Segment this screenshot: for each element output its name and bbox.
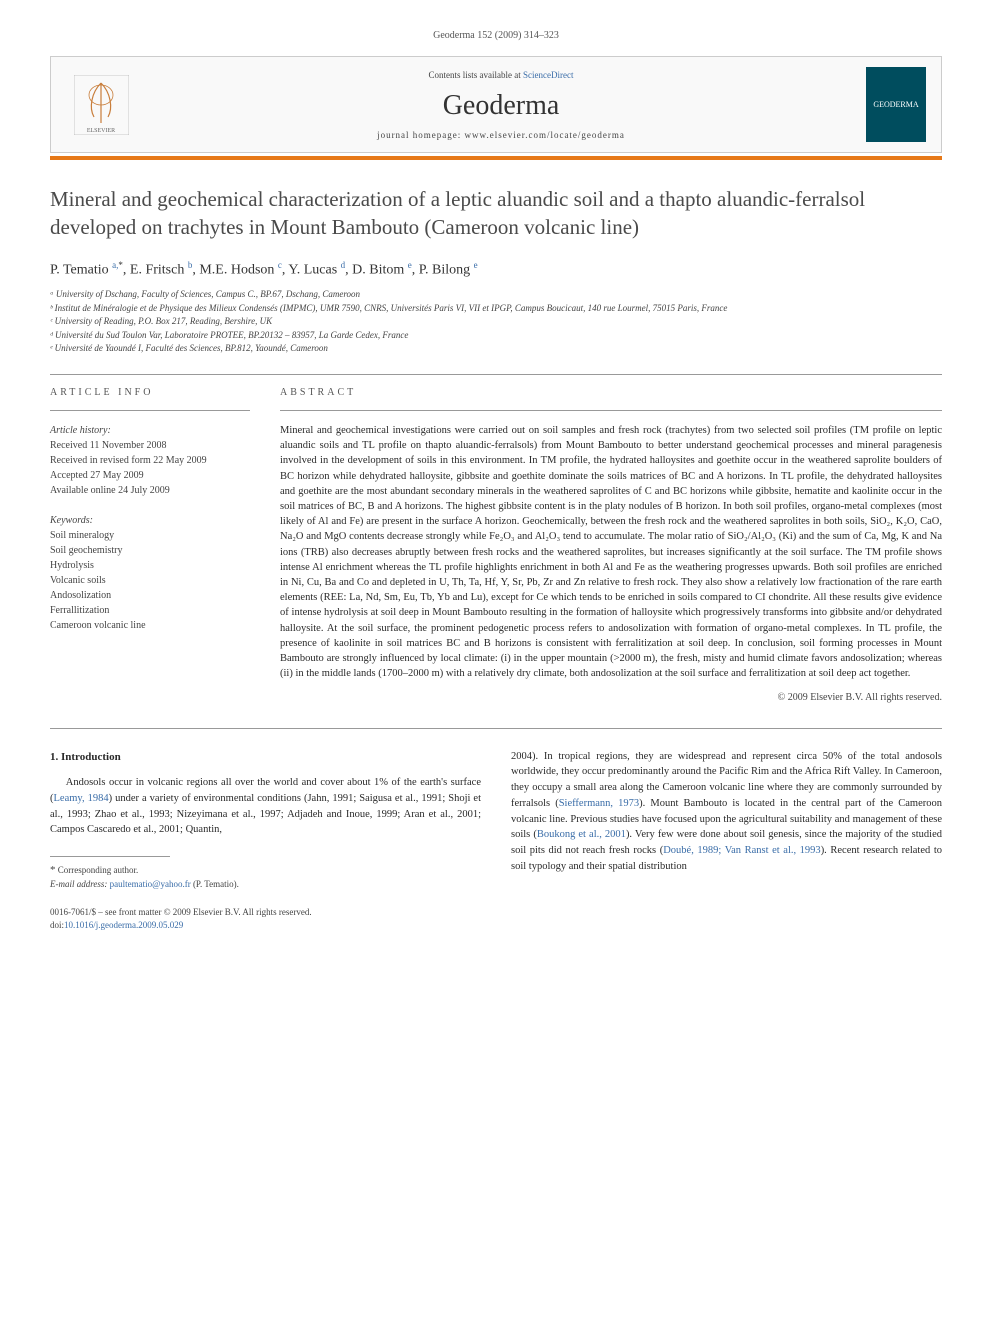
history-line: Available online 24 July 2009 bbox=[50, 483, 250, 498]
article-title: Mineral and geochemical characterization… bbox=[50, 185, 942, 242]
email-label: E-mail address: bbox=[50, 879, 107, 889]
affiliation-line: ᵇ Institut de Minéralogie et de Physique… bbox=[50, 302, 942, 316]
abstract-copyright: © 2009 Elsevier B.V. All rights reserved… bbox=[280, 692, 942, 703]
journal-name: Geoderma bbox=[136, 90, 866, 122]
email-suffix: (P. Tematio). bbox=[193, 879, 239, 889]
keyword-line: Soil geochemistry bbox=[50, 543, 250, 558]
footnote-separator bbox=[50, 856, 170, 857]
corresponding-label: Corresponding author. bbox=[58, 865, 139, 875]
front-matter-block: 0016-7061/$ – see front matter © 2009 El… bbox=[50, 906, 481, 931]
contents-available-line: Contents lists available at ScienceDirec… bbox=[136, 70, 866, 80]
hr-divider bbox=[280, 410, 942, 411]
affiliation-line: ᵃ University of Dschang, Faculty of Scie… bbox=[50, 288, 942, 302]
doi-prefix: doi: bbox=[50, 920, 64, 930]
svg-text:ELSEVIER: ELSEVIER bbox=[86, 128, 114, 134]
orange-divider-bar bbox=[50, 156, 942, 160]
keyword-line: Cameroon volcanic line bbox=[50, 618, 250, 633]
hr-divider bbox=[50, 410, 250, 411]
elsevier-tree-icon: ELSEVIER bbox=[74, 75, 129, 135]
hr-divider bbox=[50, 728, 942, 729]
hr-divider bbox=[50, 374, 942, 375]
author-email-link[interactable]: paultematio@yahoo.fr bbox=[110, 879, 191, 889]
keyword-line: Hydrolysis bbox=[50, 558, 250, 573]
history-line: Accepted 27 May 2009 bbox=[50, 468, 250, 483]
sciencedirect-link[interactable]: ScienceDirect bbox=[523, 70, 573, 80]
affiliation-line: ᵈ Université du Sud Toulon Var, Laborato… bbox=[50, 329, 942, 343]
keywords-block: Keywords: Soil mineralogySoil geochemist… bbox=[50, 513, 250, 633]
keyword-line: Volcanic soils bbox=[50, 573, 250, 588]
homepage-prefix: journal homepage: bbox=[377, 130, 464, 140]
journal-banner: ELSEVIER Contents lists available at Sci… bbox=[50, 56, 942, 153]
introduction-heading: 1. Introduction bbox=[50, 749, 481, 766]
abstract-label: ABSTRACT bbox=[280, 387, 942, 398]
affiliation-line: ᶜ University of Reading, P.O. Box 217, R… bbox=[50, 315, 942, 329]
history-line: Received 11 November 2008 bbox=[50, 438, 250, 453]
keyword-line: Andosolization bbox=[50, 588, 250, 603]
author-list: P. Tematio a,*, E. Fritsch b, M.E. Hodso… bbox=[50, 260, 942, 279]
affiliation-line: ᵉ Université de Yaoundé I, Faculté des S… bbox=[50, 342, 942, 356]
keywords-label: Keywords: bbox=[50, 513, 250, 528]
article-info-label: ARTICLE INFO bbox=[50, 387, 250, 398]
page-header-citation: Geoderma 152 (2009) 314–323 bbox=[50, 30, 942, 41]
homepage-url[interactable]: www.elsevier.com/locate/geoderma bbox=[465, 130, 625, 140]
front-matter-line: 0016-7061/$ – see front matter © 2009 El… bbox=[50, 906, 481, 919]
keyword-line: Ferrallitization bbox=[50, 603, 250, 618]
history-line: Received in revised form 22 May 2009 bbox=[50, 453, 250, 468]
doi-link[interactable]: 10.1016/j.geoderma.2009.05.029 bbox=[64, 920, 183, 930]
contents-prefix: Contents lists available at bbox=[429, 70, 523, 80]
history-label: Article history: bbox=[50, 423, 250, 438]
abstract-text: Mineral and geochemical investigations w… bbox=[280, 423, 942, 682]
intro-paragraph-col2: 2004). In tropical regions, they are wid… bbox=[511, 749, 942, 875]
article-history-block: Article history: Received 11 November 20… bbox=[50, 423, 250, 498]
affiliations-list: ᵃ University of Dschang, Faculty of Scie… bbox=[50, 288, 942, 356]
journal-homepage-line: journal homepage: www.elsevier.com/locat… bbox=[136, 130, 866, 140]
keyword-line: Soil mineralogy bbox=[50, 528, 250, 543]
intro-paragraph-col1: Andosols occur in volcanic regions all o… bbox=[50, 775, 481, 838]
publisher-logo: ELSEVIER bbox=[66, 70, 136, 140]
corresponding-author-note: * Corresponding author. E-mail address: … bbox=[50, 863, 481, 891]
journal-cover-thumbnail: GEODERMA bbox=[866, 67, 926, 142]
